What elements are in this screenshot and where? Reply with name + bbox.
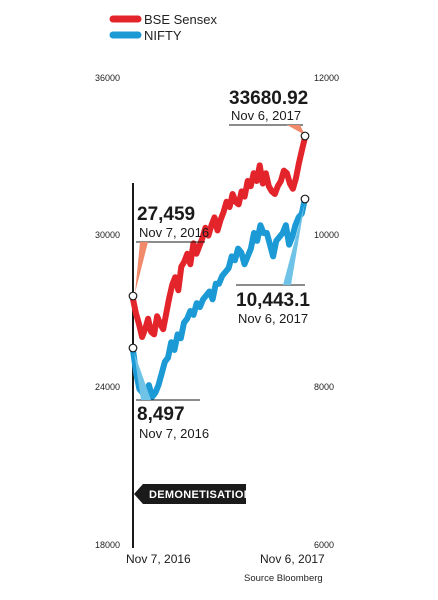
series-line-bse-sensex: [130, 134, 308, 340]
sensex-start-value: 27,459: [137, 204, 195, 225]
legend-label-sensex: BSE Sensex: [144, 12, 217, 27]
x-label-start: Nov 7, 2016: [126, 552, 191, 566]
nifty-end-dot: [300, 194, 310, 204]
legend-label-nifty: NIFTY: [144, 28, 182, 43]
sensex-end-value: 33680.92: [229, 88, 308, 109]
demonetisation-tag: DEMONETISATION: [134, 484, 252, 504]
x-label-end: Nov 6, 2017: [260, 552, 325, 566]
nifty-start-date: Nov 7, 2016: [139, 426, 209, 441]
left-tick-30000: 30000: [95, 230, 120, 240]
sensex-start-dot: [128, 291, 138, 301]
callouts: 33680.92 Nov 6, 2017 27,459 Nov 7, 2016 …: [134, 88, 310, 441]
callout-pointer-sensex-start: [135, 242, 148, 293]
nifty-start-value: 8,497: [137, 404, 185, 425]
callout-pointer-nifty-end: [283, 202, 305, 285]
left-axis: 36000 30000 24000 18000: [95, 73, 120, 550]
sensex-start-date: Nov 7, 2016: [139, 225, 209, 240]
right-tick-6000: 6000: [314, 540, 334, 550]
series-layer: [130, 134, 308, 400]
series-line-nifty: [130, 195, 308, 400]
sensex-end-dot: [300, 131, 310, 141]
callout-pointer-nifty-start: [134, 352, 151, 400]
right-tick-12000: 12000: [314, 73, 339, 83]
right-axis: 12000 10000 8000 6000: [314, 73, 339, 550]
nifty-end-value: 10,443.1: [236, 290, 310, 311]
endpoint-markers: [128, 131, 310, 353]
right-tick-10000: 10000: [314, 230, 339, 240]
demonetisation-label: DEMONETISATION: [149, 489, 252, 501]
left-tick-24000: 24000: [95, 382, 120, 392]
nifty-start-dot: [128, 343, 138, 353]
nifty-end-date: Nov 6, 2017: [238, 311, 308, 326]
sensex-end-date: Nov 6, 2017: [231, 108, 301, 123]
legend: BSE Sensex NIFTY: [109, 12, 217, 43]
callout-pointer-sensex-end: [287, 125, 305, 135]
left-tick-36000: 36000: [95, 73, 120, 83]
right-tick-8000: 8000: [314, 382, 334, 392]
demonetisation-tag-shape: [134, 484, 246, 504]
source-note: Source Bloomberg: [244, 573, 323, 584]
left-tick-18000: 18000: [95, 540, 120, 550]
